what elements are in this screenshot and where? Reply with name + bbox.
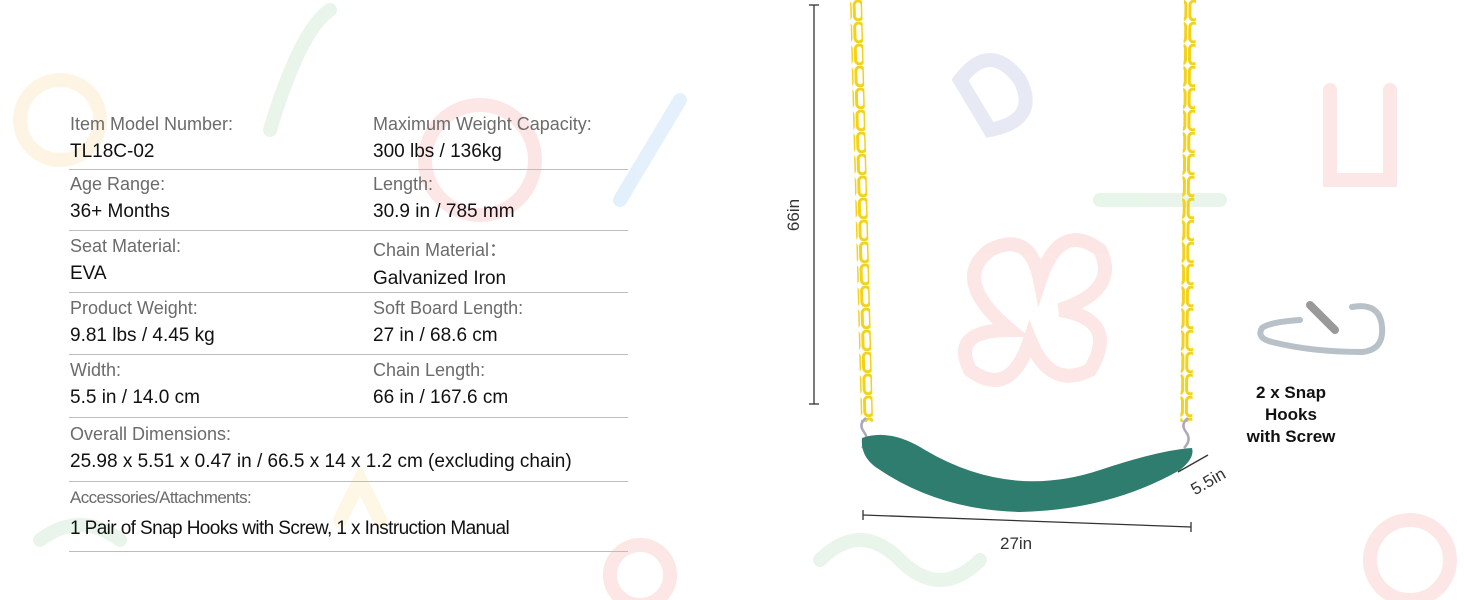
spec-row-overall: Overall Dimensions: 25.98 x 5.51 x 0.47 i… [69, 424, 628, 482]
spec-value: 1 Pair of Snap Hooks with Screw, 1 x Ins… [70, 518, 510, 539]
spec-label: Length: [373, 174, 434, 194]
left-chain [850, 0, 874, 423]
spec-value: TL18C-02 [70, 141, 155, 162]
chain-length-dimension: 66in [784, 198, 804, 232]
spec-label: Age Range: [70, 174, 166, 194]
spec-label: Accessories/Attachments: [70, 488, 252, 507]
spec-row: Age Range: 36+ Months Length: 30.9 in / 78… [69, 174, 628, 231]
spec-value: Galvanized Iron [373, 268, 507, 289]
right-chain [1180, 0, 1196, 423]
spec-label: Product Weight: [70, 298, 198, 318]
snap-hook-icon [1257, 301, 1386, 356]
spec-value: 27 in / 68.6 cm [373, 325, 498, 346]
spec-row: Width: 5.5 in / 14.0 cm Chain Length: 66 i… [69, 360, 628, 418]
spec-value: 9.81 lbs / 4.45 kg [70, 325, 215, 346]
spec-label: Chain Length: [373, 360, 486, 380]
spec-row: Item Model Number: TL18C-02 Maximum Weigh… [69, 114, 628, 170]
spec-label: Maximum Weight Capacity: [373, 114, 592, 134]
spec-label: Item Model Number: [70, 114, 234, 134]
hook-caption-line: 2 x Snap Hooks [1256, 383, 1326, 424]
spec-value: 30.9 in / 785 mm [373, 201, 515, 222]
spec-value: 66 in / 167.6 cm [373, 387, 509, 408]
spec-row-accessories: Accessories/Attachments: 1 Pair of Snap H… [69, 488, 628, 552]
spec-value: EVA [70, 263, 107, 284]
snap-hook-caption: 2 x Snap Hooks with Screw [1230, 382, 1352, 448]
spec-row: Seat Material: EVA Chain Material： Galvani… [69, 236, 628, 293]
swing-seat [861, 434, 1193, 512]
spec-label: Overall Dimensions: [70, 424, 232, 444]
spec-label: Soft Board Length: [373, 298, 524, 318]
hook-caption-line: with Screw [1246, 427, 1336, 446]
dimension-lines [809, 4, 1209, 532]
spec-label: Width: [70, 360, 122, 380]
spec-value: 25.98 x 5.51 x 0.47 in / 66.5 x 14 x 1.2… [70, 451, 572, 472]
spec-value: 5.5 in / 14.0 cm [70, 387, 200, 408]
spec-value: 36+ Months [70, 201, 170, 222]
spec-label: Chain Material： [373, 240, 508, 260]
spec-row: Product Weight: 9.81 lbs / 4.45 kg Soft B… [69, 298, 628, 355]
right-s-hook [1182, 417, 1190, 449]
spec-label: Seat Material: [70, 236, 182, 256]
spec-value: 300 lbs / 136kg [373, 141, 502, 162]
seat-length-dimension: 27in [1000, 534, 1033, 553]
